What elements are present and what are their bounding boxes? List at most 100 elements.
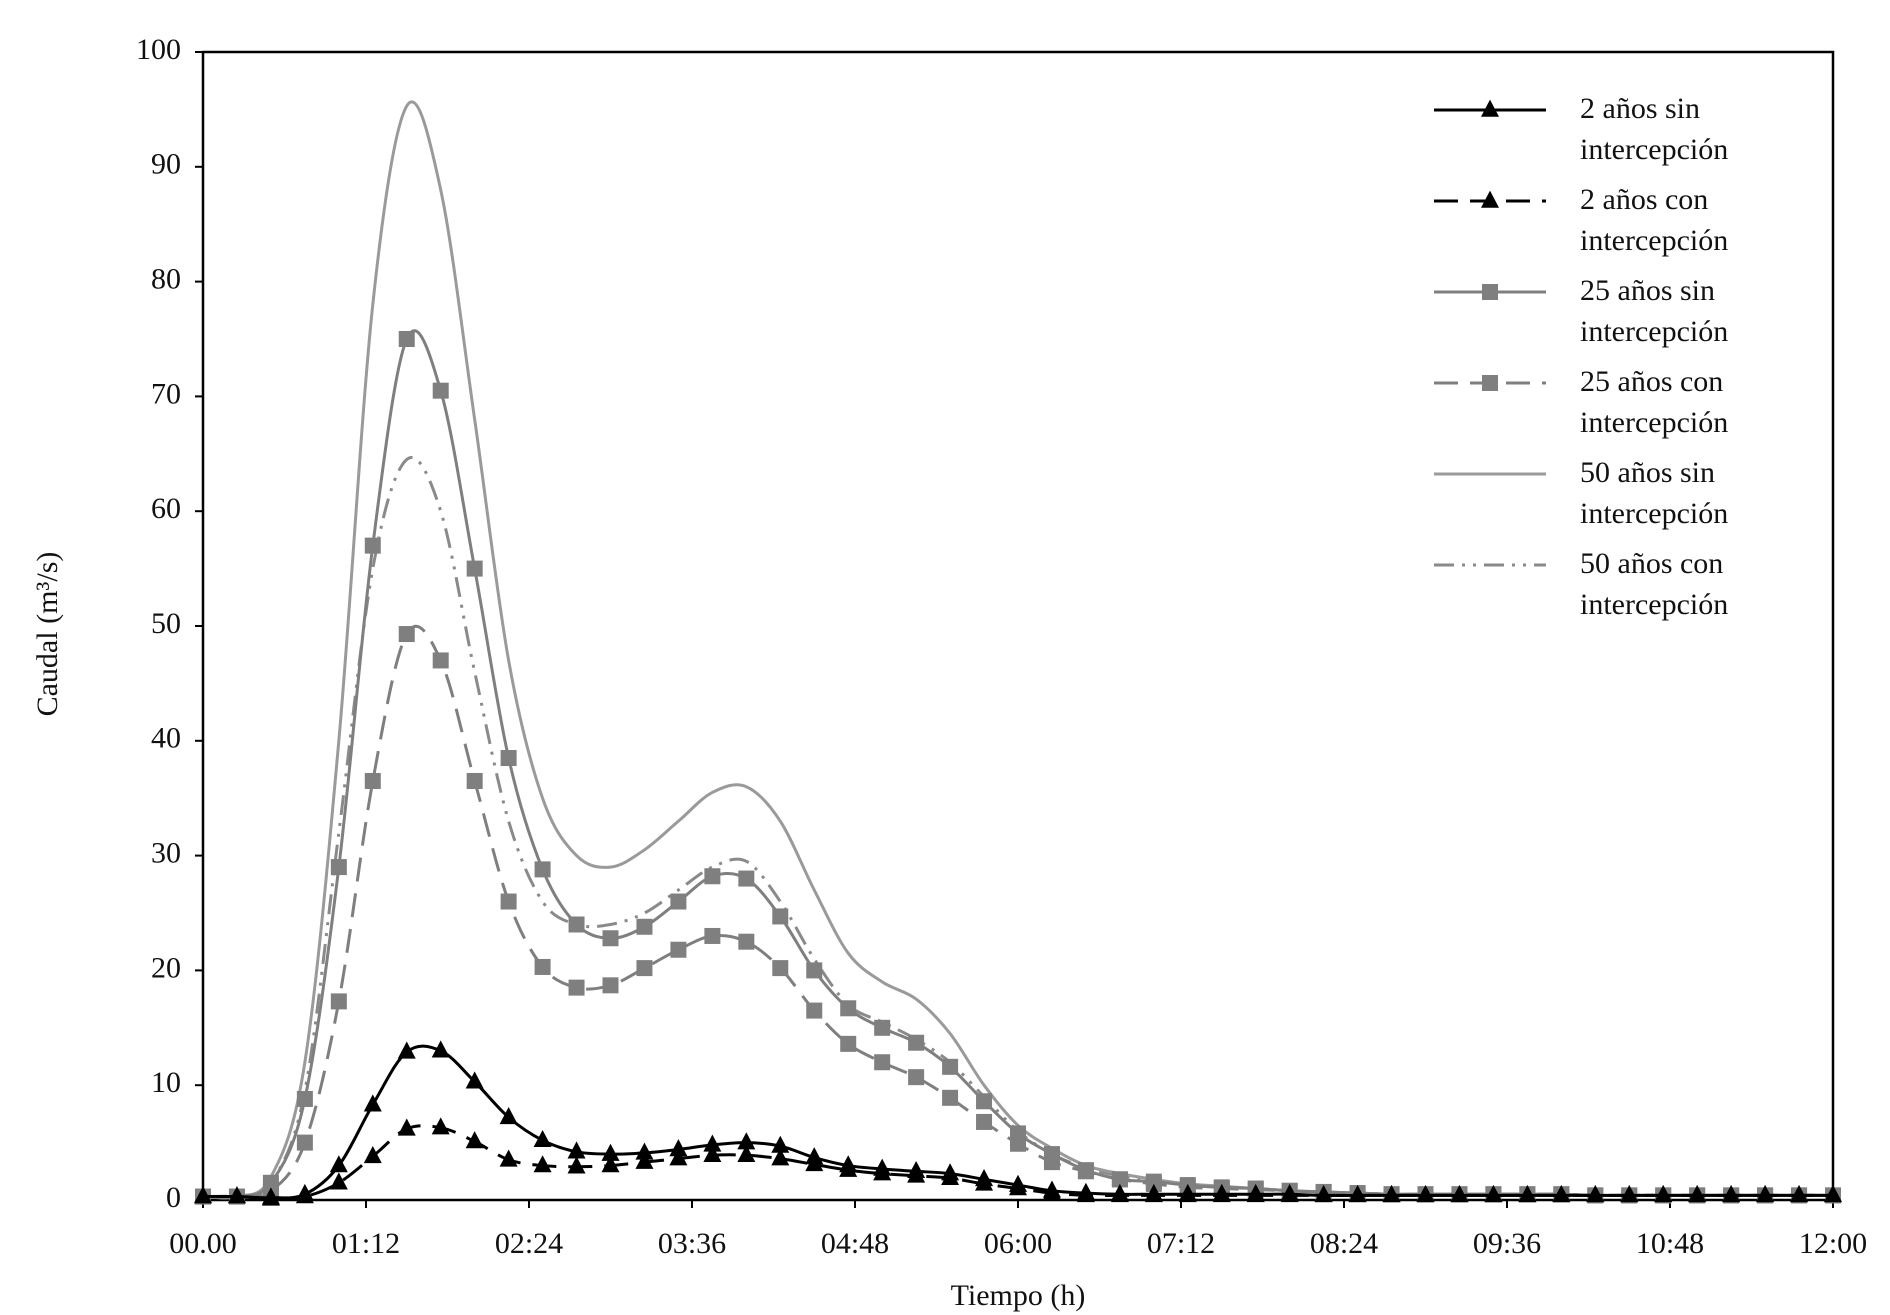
legend-swatch — [1434, 99, 1546, 117]
marker — [669, 1148, 688, 1166]
marker — [635, 1151, 654, 1169]
marker — [1280, 1183, 1299, 1202]
marker — [261, 1187, 280, 1205]
y-axis-title: Caudal (m³/s) — [31, 552, 64, 717]
marker — [533, 1155, 552, 1173]
marker — [568, 916, 585, 933]
legend-swatch — [1434, 472, 1546, 476]
marker — [329, 1172, 348, 1190]
marker — [1416, 1185, 1435, 1203]
x-tick-label: 10:48 — [1636, 1227, 1704, 1260]
marker — [432, 652, 449, 669]
marker — [806, 1002, 823, 1019]
x-tick-label: 09:36 — [1473, 1227, 1541, 1260]
legend-label: 50 años sin intercepción — [1580, 456, 1729, 530]
x-tick-label: 04:48 — [821, 1227, 889, 1260]
marker — [534, 958, 551, 975]
series-line — [202, 624, 1833, 1199]
legend-entry: 50 años sin intercepción — [1432, 452, 1810, 543]
marker — [601, 1155, 620, 1173]
marker — [1144, 1183, 1163, 1202]
marker — [1484, 1185, 1503, 1203]
marker — [771, 1148, 790, 1166]
marker — [533, 1129, 552, 1148]
marker — [432, 382, 449, 399]
marker — [772, 908, 789, 925]
marker — [1178, 1183, 1197, 1202]
y-tick-label: 0 — [166, 1181, 181, 1214]
y-tick-label: 100 — [136, 33, 181, 66]
marker — [1654, 1185, 1673, 1203]
marker — [874, 1019, 891, 1036]
y-tick-label: 10 — [151, 1066, 181, 1099]
marker — [1382, 1185, 1401, 1203]
legend-entry: 25 años sin intercepción — [1432, 270, 1810, 361]
marker — [1482, 284, 1498, 300]
marker — [1077, 1162, 1094, 1179]
marker — [908, 1069, 925, 1086]
legend-entry: 50 años con intercepción — [1432, 543, 1810, 634]
y-tick-label: 50 — [151, 607, 181, 640]
marker — [669, 1139, 688, 1157]
marker — [1110, 1183, 1129, 1202]
marker — [466, 560, 483, 577]
marker — [500, 750, 517, 767]
marker — [1348, 1185, 1367, 1203]
legend-entry: 2 años sin intercepción — [1432, 88, 1810, 179]
marker — [364, 772, 381, 789]
marker — [397, 1041, 416, 1059]
marker — [398, 331, 415, 347]
marker — [1482, 375, 1498, 391]
x-tick-label: 01:12 — [332, 1227, 400, 1260]
legend-label: 2 años con intercepción — [1580, 183, 1729, 257]
marker — [398, 626, 415, 643]
marker — [703, 1134, 722, 1152]
marker — [704, 927, 721, 944]
marker — [1111, 1171, 1128, 1188]
legend-label: 25 años con intercepción — [1580, 365, 1729, 439]
legend-label: 2 años sin intercepción — [1580, 92, 1729, 166]
marker — [329, 1155, 348, 1173]
y-tick-label: 20 — [151, 951, 181, 984]
legend-swatch — [1434, 563, 1546, 567]
marker — [534, 861, 551, 878]
x-tick-label: 06:00 — [984, 1227, 1052, 1260]
marker — [1042, 1180, 1061, 1198]
marker — [635, 1142, 654, 1160]
marker — [296, 1134, 313, 1151]
legend-label: 25 años sin intercepción — [1580, 274, 1729, 348]
marker — [1722, 1185, 1741, 1203]
marker — [703, 1144, 722, 1162]
legend-swatch — [1434, 190, 1546, 208]
marker — [670, 941, 687, 958]
marker — [1481, 99, 1499, 117]
marker — [772, 960, 789, 977]
marker — [227, 1186, 246, 1204]
marker — [431, 1040, 450, 1058]
marker — [636, 918, 653, 935]
legend-entry: 2 años con intercepción — [1432, 179, 1810, 270]
marker — [737, 1132, 756, 1150]
marker — [636, 960, 653, 977]
marker — [1314, 1185, 1333, 1203]
x-tick-label: 02:24 — [495, 1227, 563, 1260]
marker — [1212, 1183, 1231, 1202]
y-tick-label: 90 — [151, 148, 181, 181]
marker — [1010, 1125, 1026, 1142]
marker — [1688, 1185, 1707, 1203]
marker — [602, 977, 619, 994]
marker — [465, 1131, 484, 1149]
marker — [568, 979, 585, 996]
marker — [466, 772, 483, 789]
legend: 2 años sin intercepción 2 años con interc… — [1432, 88, 1810, 634]
legend-entry: 25 años con intercepción — [1432, 361, 1810, 452]
marker — [771, 1135, 790, 1153]
marker — [1518, 1185, 1537, 1203]
x-tick-label: 08:24 — [1310, 1227, 1378, 1260]
marker — [364, 537, 381, 554]
marker — [431, 1117, 450, 1135]
marker — [330, 859, 347, 876]
marker — [330, 993, 347, 1010]
